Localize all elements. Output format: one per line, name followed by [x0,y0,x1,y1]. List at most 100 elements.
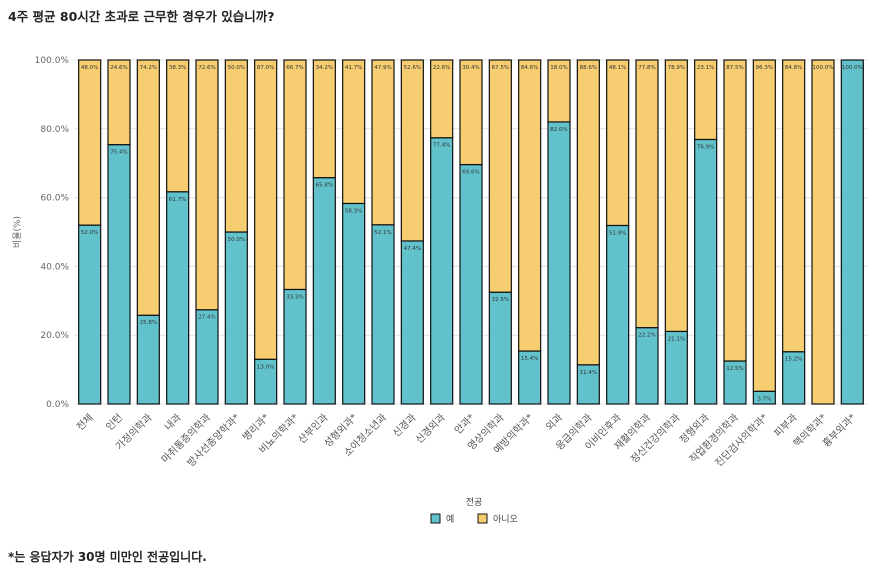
bar-group: 65.8% 34.2% [312,59,336,405]
bar-no [224,59,248,233]
bars: 52.0% 48.0% 75.4% 24.6% 25.8% 74.2% 61.7% 38.3%… [78,59,864,405]
bar-group: 50.0% 50.0% [224,59,248,405]
x-tick-label: 전체 [74,412,96,434]
bar-group: 21.1% 78.9% [664,59,688,405]
bar-yes [136,314,160,405]
bar-group: 76.9% 23.1% [694,59,718,405]
data-label-yes: 27.4% [198,315,215,321]
bar-yes [283,288,307,405]
bar-no [752,59,776,392]
bar-yes [459,163,483,405]
bar-group: 32.5% 67.5% [488,59,512,405]
data-label-no: 87.0% [257,65,274,71]
x-tick-label: 내과 [162,412,184,434]
data-label-yes: 3.7% [757,396,771,402]
bar-yes [78,224,102,405]
data-label-no: 77.8% [638,65,655,71]
data-label-yes: 50.0% [228,237,245,243]
chart-title: 4주 평균 80시간 초과로 근무한 경우가 있습니까? [8,9,275,24]
bar-group: 61.7% 38.3% [166,59,190,405]
bar-no [459,59,483,166]
bar-yes [547,121,571,405]
bar-group: 82.0% 18.0% [547,59,571,405]
data-label-yes: 75.4% [110,150,127,156]
bar-group: 33.3% 66.7% [283,59,307,405]
data-label-yes: 13.0% [257,364,274,370]
data-label-yes: 76.9% [697,144,714,150]
bar-no [694,59,718,141]
data-label-no: 18.0% [550,65,567,71]
x-tick-label: 신경외과 [413,411,448,446]
data-label-yes: 69.6% [462,170,479,176]
bar-yes [224,231,248,405]
bar-yes [312,177,336,405]
bar-group: 58.3% 41.7% [342,59,366,405]
bar-no [342,59,366,205]
legend-title: 전공 [466,497,483,508]
bar-group: 100.0% [840,59,864,405]
bar-group: 15.4% 84.6% [518,59,542,405]
data-label-no: 78.9% [668,65,685,71]
data-label-yes: 100.0% [842,65,863,71]
bar-no [136,59,160,316]
data-label-yes: 21.1% [668,336,685,342]
data-label-yes: 82.0% [550,127,567,133]
bar-no [254,59,278,360]
bar-no [371,59,395,226]
data-label-no: 38.3% [169,65,186,71]
bar-group: 100.0% [811,59,835,405]
bar-no [811,59,835,405]
bar-group: 52.0% 48.0% [78,59,102,405]
data-label-no: 72.6% [198,65,215,71]
data-label-yes: 51.9% [609,230,626,236]
data-label-no: 48.0% [81,65,98,71]
bar-group: 11.4% 88.6% [576,59,600,405]
data-label-no: 88.6% [580,65,597,71]
bar-group: 3.7% 96.3% [752,59,776,405]
data-label-no: 67.5% [492,65,509,71]
y-tick-label: 60.0% [40,194,69,204]
bar-no [400,59,424,242]
data-label-no: 47.9% [374,65,391,71]
bar-no [664,59,688,333]
footnote: *는 응답자가 30명 미만인 전공입니다. [8,550,207,564]
legend-swatch [477,513,488,524]
bar-no [782,59,806,353]
legend: 전공 예 아니오 [430,497,518,525]
data-label-no: 41.7% [345,65,362,71]
data-label-yes: 65.8% [316,183,333,189]
data-label-yes: 11.4% [580,370,597,376]
bar-no [107,59,131,146]
data-label-no: 84.8% [785,65,802,71]
x-tick-label: 피부과 [772,412,800,440]
y-tick-label: 40.0% [40,262,69,272]
bar-group: 69.6% 30.4% [459,59,483,405]
bar-no [547,59,571,123]
bar-group: 13.0% 87.0% [254,59,278,405]
data-label-no: 24.6% [110,65,127,71]
data-label-yes: 32.5% [492,297,509,303]
bar-yes [166,191,190,405]
data-label-yes: 77.4% [433,143,450,149]
bar-no [283,59,307,291]
bar-yes [430,137,454,405]
bar-yes [107,144,131,405]
bar-group: 47.4% 52.6% [400,59,424,405]
x-tick-label: 안과* [452,412,477,437]
bar-no [518,59,542,352]
bar-no [78,59,102,226]
data-label-no: 100.0% [813,65,834,71]
legend-swatch [430,513,441,524]
data-label-no: 84.6% [521,65,538,71]
bar-no [488,59,512,293]
bar-yes [606,224,630,405]
bar-group: 22.2% 77.8% [635,59,659,405]
bar-group: 51.9% 48.1% [606,59,630,405]
x-tick-label: 방사선종양학과* [185,412,243,470]
bar-group: 52.1% 47.9% [371,59,395,405]
bar-no [606,59,630,227]
data-label-yes: 52.0% [81,230,98,236]
bar-group: 75.4% 24.6% [107,59,131,405]
data-label-yes: 58.3% [345,208,362,214]
